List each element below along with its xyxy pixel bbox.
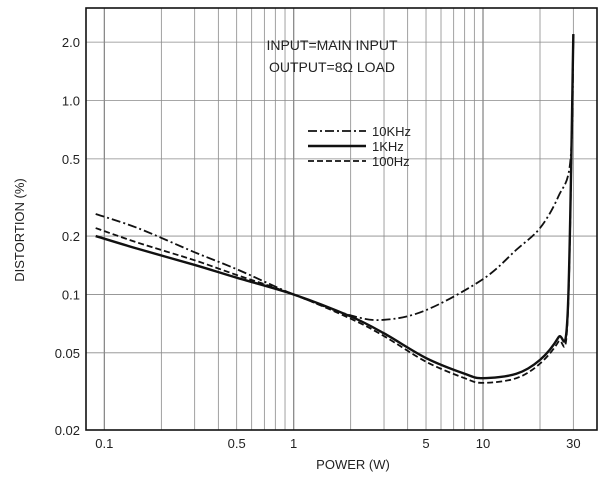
- y-tick-label: 1.0: [62, 94, 80, 109]
- x-tick-label: 10: [476, 436, 490, 451]
- annotation-box: INPUT=MAIN INPUT OUTPUT=8Ω LOAD: [266, 37, 398, 75]
- x-tick-label: 30: [566, 436, 580, 451]
- series-line-100hz: [95, 34, 575, 384]
- plot-frame: [85, 7, 598, 431]
- y-tick-label: 0.02: [55, 423, 80, 438]
- annotation-input: INPUT=MAIN INPUT: [266, 37, 398, 53]
- annotation-output: OUTPUT=8Ω LOAD: [269, 59, 395, 75]
- series-lines: [95, 34, 575, 384]
- x-tick-label: 1: [290, 436, 297, 451]
- y-tick-label: 0.5: [62, 152, 80, 167]
- x-tick-label: 0.1: [95, 436, 113, 451]
- y-tick-label: 2.0: [62, 35, 80, 50]
- y-tick-label: 0.2: [62, 229, 80, 244]
- y-tick-label: 0.05: [55, 346, 80, 361]
- legend-label-100hz: 100Hz: [372, 154, 410, 169]
- tick-labels: 0.1 0.5 1 5 10 30 0.02 0.05 0.1 0.2 0.5 1.0 2.0: [55, 35, 581, 451]
- y-tick-label: 0.1: [62, 287, 80, 302]
- legend-label-1khz: 1KHz: [372, 139, 404, 154]
- legend-label-10khz: 10KHz: [372, 124, 411, 139]
- x-axis-label: POWER (W): [316, 457, 390, 472]
- series-line-1khz: [95, 34, 575, 380]
- y-axis-label: DISTORTION (%): [12, 178, 27, 282]
- x-tick-label: 0.5: [228, 436, 246, 451]
- x-tick-label: 5: [422, 436, 429, 451]
- series-line-10khz: [95, 34, 575, 321]
